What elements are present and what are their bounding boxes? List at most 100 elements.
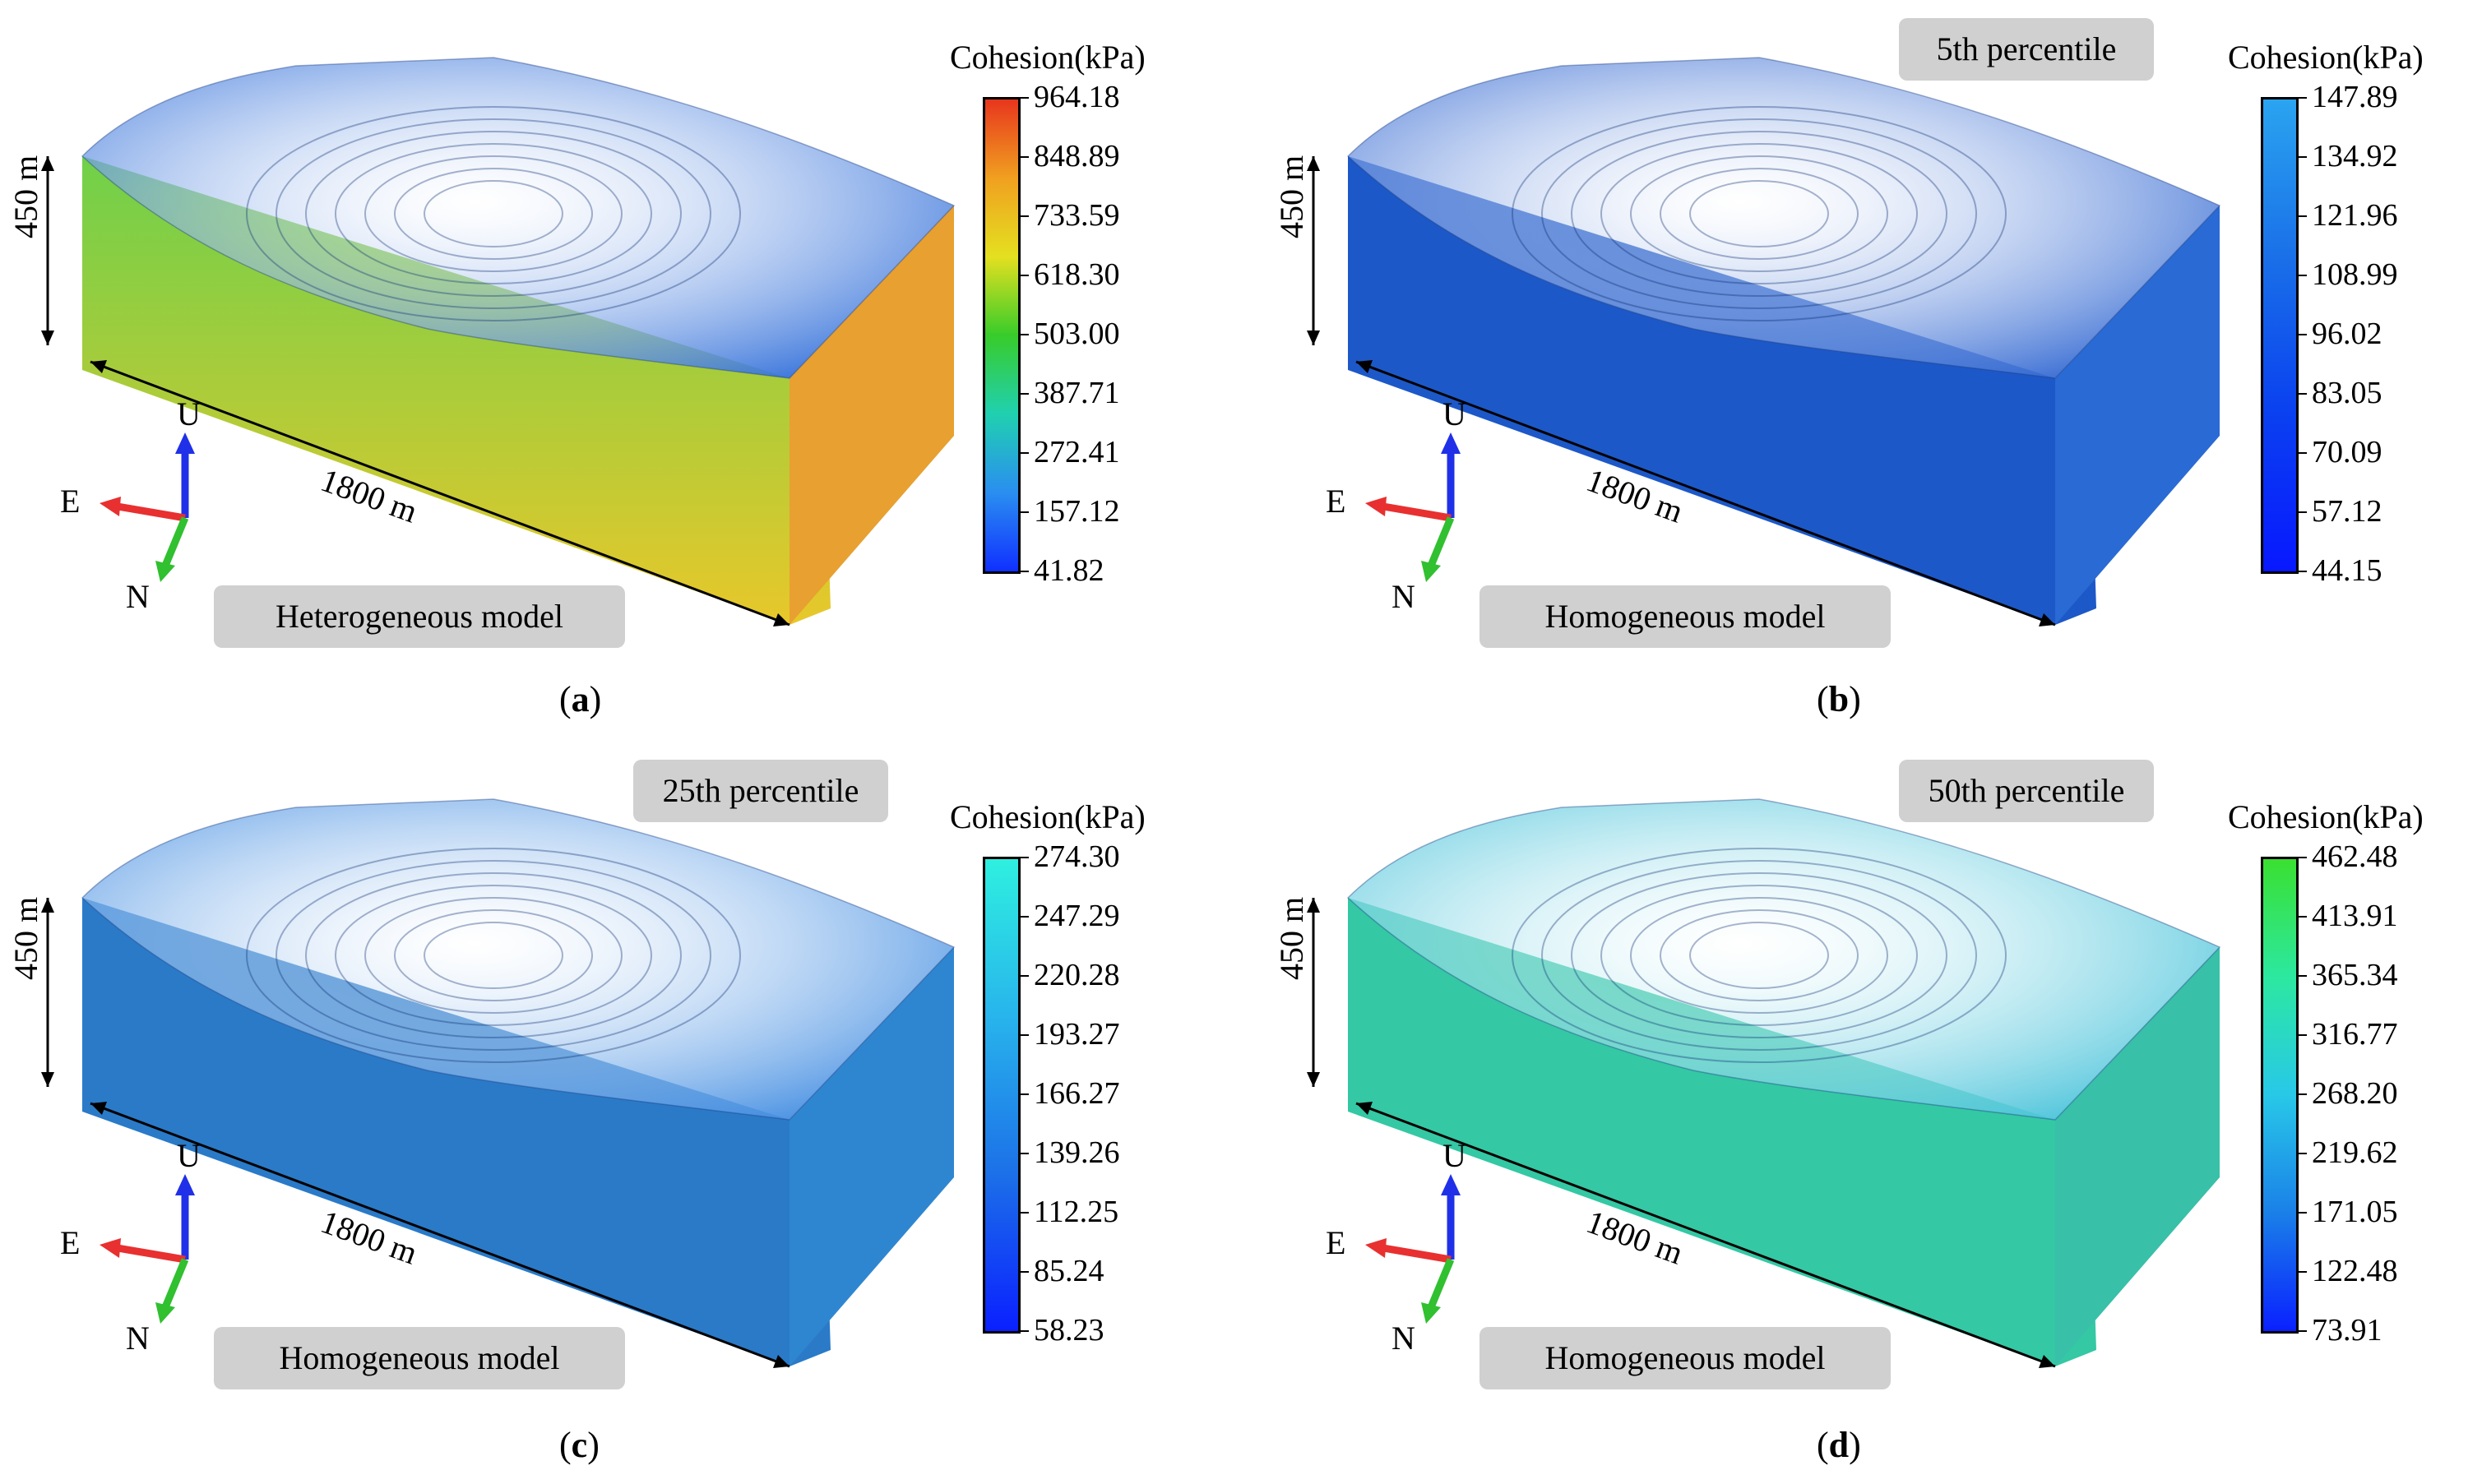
pit-bench-contour [1660, 909, 1859, 1001]
colorbar-tick-mark [1019, 1093, 1029, 1095]
arrowhead [773, 1355, 790, 1368]
colorbar-tick-label: 274.30 [1034, 839, 1120, 874]
colorbar-tick-label: 964.18 [1034, 80, 1120, 114]
east-axis-label: E [1326, 483, 1346, 520]
colorbar-tick-mark [2297, 275, 2307, 276]
arrowhead [90, 360, 107, 373]
pit-bench-contour [1600, 143, 1918, 284]
length-dimension-line [90, 360, 790, 626]
colorbar-tick-label: 139.26 [1034, 1135, 1120, 1170]
arrowhead [1307, 1072, 1320, 1087]
colorbar-tick-mark [2297, 452, 2307, 454]
colorbar-tick-mark [2297, 334, 2307, 335]
pit-bench-contour [1689, 922, 1829, 989]
panel-caption-letter: b [1828, 679, 1850, 719]
pit-bench-contour [246, 106, 741, 321]
colorbar-tick-label: 134.92 [2312, 139, 2398, 173]
block-side-face [790, 206, 954, 625]
east-axis-head [100, 1238, 121, 1258]
colorbar-tick-mark [2297, 156, 2307, 158]
colorbar-tick-label: 83.05 [2312, 376, 2382, 410]
north-axis-head [155, 561, 175, 582]
colorbar-tick-label: 848.89 [1034, 139, 1120, 173]
panel-caption: (b) [1817, 679, 1861, 719]
percentile-tag: 5th percentile [1899, 18, 2154, 81]
legend-title: Cohesion(kPa) [950, 798, 1146, 835]
colorbar-tick-label: 44.15 [2312, 553, 2382, 588]
panel-caption: (c) [559, 1425, 600, 1465]
pit-bench-contour [246, 848, 741, 1063]
colorbar-tick-label: 247.29 [1034, 899, 1120, 933]
arrowhead [1356, 360, 1373, 373]
east-axis-arrow [117, 1244, 186, 1264]
colorbar-tick-label: 316.77 [2312, 1017, 2398, 1052]
pit-bench-contour [394, 168, 593, 260]
east-axis-label: E [60, 1224, 81, 1261]
height-label: 450 m [7, 155, 44, 238]
pit-bench-contour [1541, 118, 1977, 309]
legend-title: Cohesion(kPa) [950, 39, 1146, 76]
east-axis-arrow [1382, 1244, 1452, 1264]
east-axis-label: E [60, 483, 81, 520]
north-axis-head [1421, 1302, 1441, 1324]
arrowhead [1356, 1102, 1373, 1115]
north-axis-arrow [1427, 1258, 1455, 1309]
colorbar-tick-label: 70.09 [2312, 435, 2382, 469]
colorbar-tick-label: 413.91 [2312, 899, 2398, 933]
pit-bench-contour [1541, 860, 1977, 1051]
pit-bench-contour [1660, 168, 1859, 260]
colorbar-tick-label: 171.05 [2312, 1195, 2398, 1229]
height-label: 450 m [1273, 155, 1310, 238]
up-axis-head [1441, 432, 1461, 454]
model-type-tag: Homogeneous model [214, 1327, 625, 1389]
panel-caption-letter: a [571, 679, 590, 719]
east-axis-arrow [117, 502, 186, 522]
panel-d: 450 m 1800 m U E N Homogeneous model 50th perc… [1241, 742, 2482, 1483]
arrowhead [1307, 156, 1320, 171]
colorbar-tick-mark [1019, 97, 1029, 99]
pit-bench-contour [364, 155, 623, 272]
colorbar-tick-mark [2297, 571, 2307, 572]
colorbar-tick-mark [2297, 1093, 2307, 1095]
terrain-top-surface [1346, 798, 2221, 1121]
colorbar-tick-mark [1019, 1153, 1029, 1154]
colorbar-tick-mark [1019, 1034, 1029, 1036]
colorbar-tick-label: 96.02 [2312, 317, 2382, 351]
colorbar-tick-mark [2297, 1153, 2307, 1154]
colorbar-tick-label: 268.20 [2312, 1076, 2398, 1111]
panel-b: 450 m 1800 m U E N Homogeneous model 5th perce… [1241, 0, 2482, 742]
colorbar-tick-mark [1019, 857, 1029, 858]
colorbar [2261, 97, 2299, 574]
colorbar-tick-mark [2297, 393, 2307, 395]
up-axis-label: U [177, 395, 201, 432]
colorbar [2261, 857, 2299, 1334]
colorbar-tick-label: 166.27 [1034, 1076, 1120, 1111]
north-axis-label: N [1391, 1320, 1415, 1357]
pit-bench-contour [424, 180, 563, 247]
colorbar-tick-label: 733.59 [1034, 198, 1120, 233]
arrowhead [2039, 613, 2055, 626]
terrain-top-surface [1346, 57, 2221, 379]
model-type-tag: Heterogeneous model [214, 585, 625, 648]
model-type-tag: Homogeneous model [1479, 585, 1891, 648]
colorbar-tick-mark [2297, 215, 2307, 217]
north-axis-arrow [161, 1258, 189, 1309]
arrowhead [773, 613, 790, 626]
colorbar-tick-mark [1019, 452, 1029, 454]
north-axis-arrow [161, 516, 189, 567]
colorbar-tick-label: 73.91 [2312, 1313, 2382, 1348]
arrowhead [41, 331, 54, 345]
pit-bench-contour [276, 860, 711, 1051]
colorbar-tick-mark [1019, 571, 1029, 572]
colorbar-tick-mark [2297, 511, 2307, 513]
panel-c: 450 m 1800 m U E N Homogeneous model 25th perc… [0, 742, 1241, 1483]
colorbar-tick-label: 85.24 [1034, 1254, 1104, 1288]
colorbar-tick-mark [2297, 1330, 2307, 1332]
up-axis-head [175, 1174, 195, 1195]
colorbar-tick-mark [2297, 1212, 2307, 1214]
pit-bench-contour [424, 922, 563, 989]
colorbar-tick-mark [1019, 975, 1029, 977]
colorbar-tick-label: 157.12 [1034, 494, 1120, 529]
pit-bench-contour [394, 909, 593, 1001]
east-axis-head [100, 497, 121, 516]
